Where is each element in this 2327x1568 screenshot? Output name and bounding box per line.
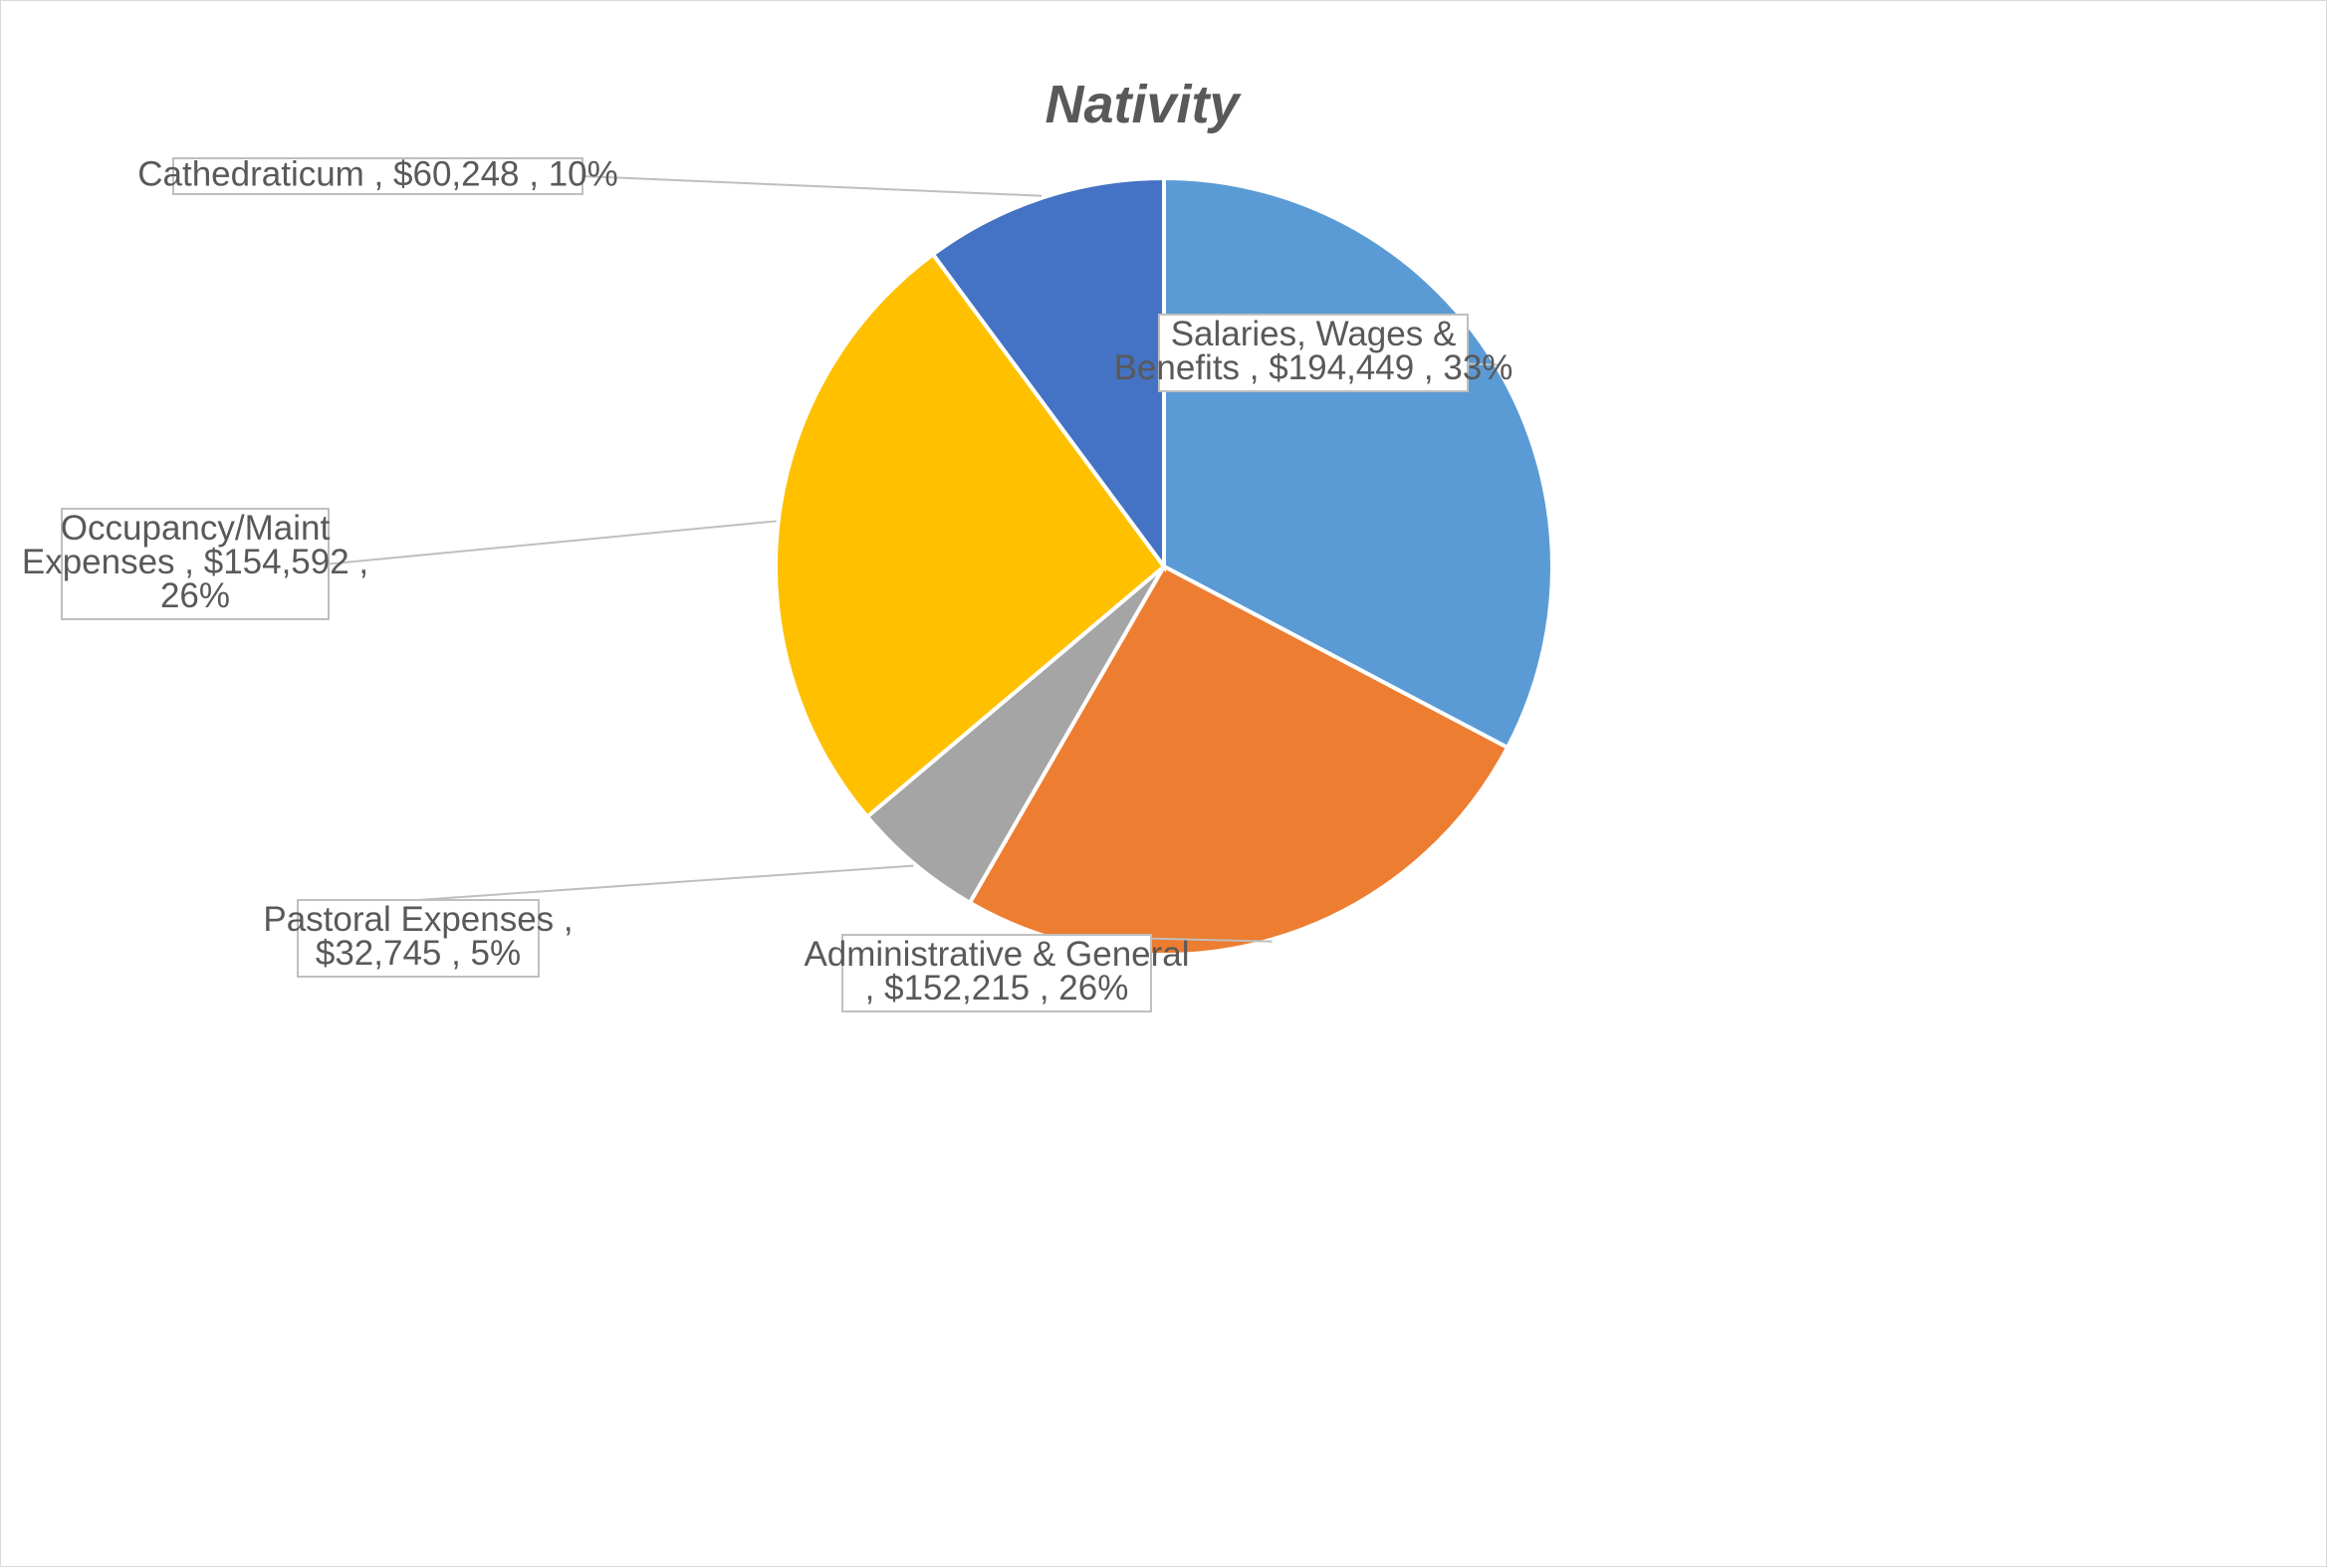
data-label-cathedraticum: Cathedraticum , $60,248 , 10% bbox=[137, 155, 618, 195]
data-label-box bbox=[1158, 314, 1469, 392]
pie-slice-pastoral-expenses bbox=[864, 564, 1166, 906]
data-label-text: Cathedraticum , $60,248 , 10% bbox=[137, 155, 618, 194]
chart-title: Nativity bbox=[1045, 75, 1242, 134]
data-label-box bbox=[172, 157, 583, 195]
data-label-administrative-general: Administrative & General, $152,215 , 26% bbox=[804, 934, 1190, 1012]
data-label-box bbox=[297, 899, 540, 978]
data-label-text: Salaries, Wages & bbox=[1171, 315, 1457, 353]
data-label-salaries-wages-benefits: Salaries, Wages &Benefits , $194,449 , 3… bbox=[1114, 314, 1513, 392]
data-label-text: , $152,215 , 26% bbox=[865, 969, 1129, 1008]
data-label-text: Benefits , $194,449 , 33% bbox=[1114, 348, 1513, 387]
data-label-text: Pastoral Expenses , bbox=[263, 900, 573, 939]
data-label-pastoral-expenses: Pastoral Expenses ,$32,745 , 5% bbox=[263, 899, 574, 978]
pie-slice-occupancy-maint-expenses bbox=[774, 251, 1167, 820]
data-label-text: Occupancy/Maint bbox=[61, 509, 331, 548]
data-labels: Salaries, Wages &Benefits , $194,449 , 3… bbox=[22, 155, 1513, 1012]
data-label-box bbox=[841, 934, 1152, 1012]
leader-line-pastoral-expenses bbox=[417, 864, 914, 901]
data-label-text: Expenses , $154,592 , bbox=[22, 543, 368, 581]
pie-slices bbox=[774, 175, 1554, 957]
data-label-box bbox=[61, 508, 330, 620]
data-label-text: Administrative & General bbox=[804, 935, 1189, 974]
pie-slice-cathedraticum bbox=[930, 175, 1166, 573]
data-label-text: $32,745 , 5% bbox=[316, 934, 521, 973]
data-label-text: 26% bbox=[160, 576, 230, 615]
leader-line-occupancy-maint-expenses bbox=[328, 520, 777, 565]
leader-line-cathedraticum bbox=[582, 175, 1043, 197]
